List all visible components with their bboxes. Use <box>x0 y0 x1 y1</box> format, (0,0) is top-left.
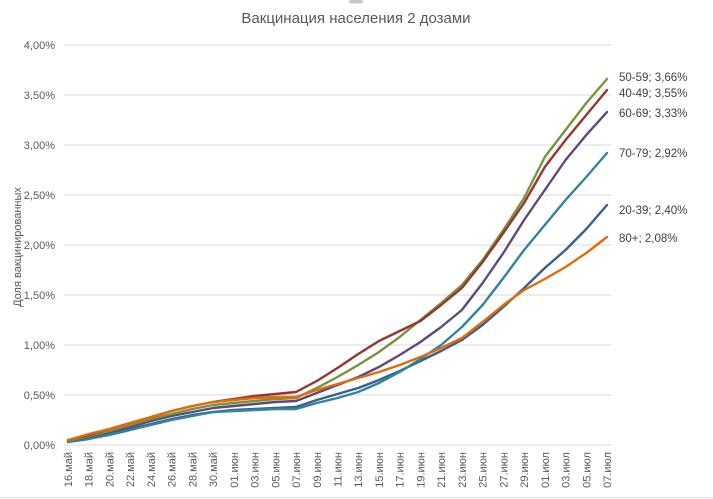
window-drag-handle-icon <box>349 0 363 4</box>
series-line-40-49 <box>66 88 609 442</box>
x-tick-label: 28.май <box>187 452 199 487</box>
x-tick-label: 01.июн <box>229 452 241 488</box>
x-tick-label: 05.июл <box>581 452 593 488</box>
chart-title: Вакцинация населения 2 дозами <box>241 10 470 27</box>
y-tick-label: 2,50% <box>24 190 55 202</box>
y-axis-tick-labels: 0,00% 0,50% 1,00% 1,50% 2,00% 2,50% 3,00% 3,50%… <box>24 40 55 452</box>
y-tick-label: 1,00% <box>24 340 55 352</box>
series-line-60-69 <box>66 110 609 443</box>
x-tick-label: 26.май <box>167 452 179 487</box>
x-tick-label: 27.июн <box>498 452 510 488</box>
series-lines <box>66 77 609 444</box>
series-line-80+ <box>66 235 609 442</box>
series-label-40-49: 40-49; 3,55% <box>619 88 687 100</box>
y-tick-label: 0,00% <box>24 440 55 452</box>
x-tick-label: 24.май <box>146 452 158 487</box>
gridlines <box>64 44 611 446</box>
x-tick-label: 07.июн <box>291 452 303 488</box>
x-tick-label: 19.июн <box>415 452 427 488</box>
series-label-80+: 80+; 2,08% <box>619 233 678 245</box>
y-axis-title: Доля вакцинированных <box>12 187 24 307</box>
x-tick-label: 11.июн <box>333 452 345 487</box>
x-tick-label: 29.июн <box>519 452 531 488</box>
x-tick-label: 09.июн <box>312 452 324 488</box>
x-tick-label: 18.май <box>84 452 96 487</box>
x-tick-label: 05.июн <box>270 452 282 488</box>
x-tick-label: 16.май <box>63 452 75 487</box>
series-line-20-39 <box>66 203 609 444</box>
series-label-20-39: 20-39; 2,40% <box>619 205 687 217</box>
x-tick-label: 13.июн <box>353 452 365 488</box>
x-axis-tick-labels: 16.май 18.май 20.май 22.май 24.май 26.май 28.м… <box>63 452 614 488</box>
y-tick-label: 0,50% <box>24 390 55 402</box>
y-tick-label: 4,00% <box>24 40 55 52</box>
series-label-70-79: 70-79; 2,92% <box>619 148 687 160</box>
y-tick-label: 1,50% <box>24 290 55 302</box>
y-tick-label: 3,00% <box>24 140 55 152</box>
y-tick-label: 3,50% <box>24 90 55 102</box>
x-tick-label: 30.май <box>208 452 220 487</box>
x-tick-label: 15.июн <box>374 452 386 488</box>
x-tick-label: 01.июл <box>540 452 552 488</box>
series-label-50-59: 50-59; 3,66% <box>619 72 687 84</box>
x-tick-label: 03.июл <box>561 452 573 488</box>
x-tick-label: 23.июн <box>457 452 469 488</box>
x-tick-label: 17.июн <box>395 452 407 488</box>
x-tick-label: 25.июн <box>478 452 490 488</box>
x-tick-label: 20.май <box>104 452 116 487</box>
x-tick-label: 03.июн <box>250 452 262 488</box>
series-end-labels: 20-39; 2,40% 70-79; 2,92% 60-69; 3,33% 50-5… <box>619 72 687 245</box>
series-label-60-69: 60-69; 3,33% <box>619 108 687 120</box>
x-tick-label: 22.май <box>125 452 137 487</box>
series-line-50-59 <box>66 77 609 443</box>
x-tick-label: 07.июл <box>602 452 614 488</box>
series-line-70-79 <box>66 151 609 444</box>
y-tick-label: 2,00% <box>24 240 55 252</box>
x-tick-label: 21.июн <box>436 452 448 488</box>
